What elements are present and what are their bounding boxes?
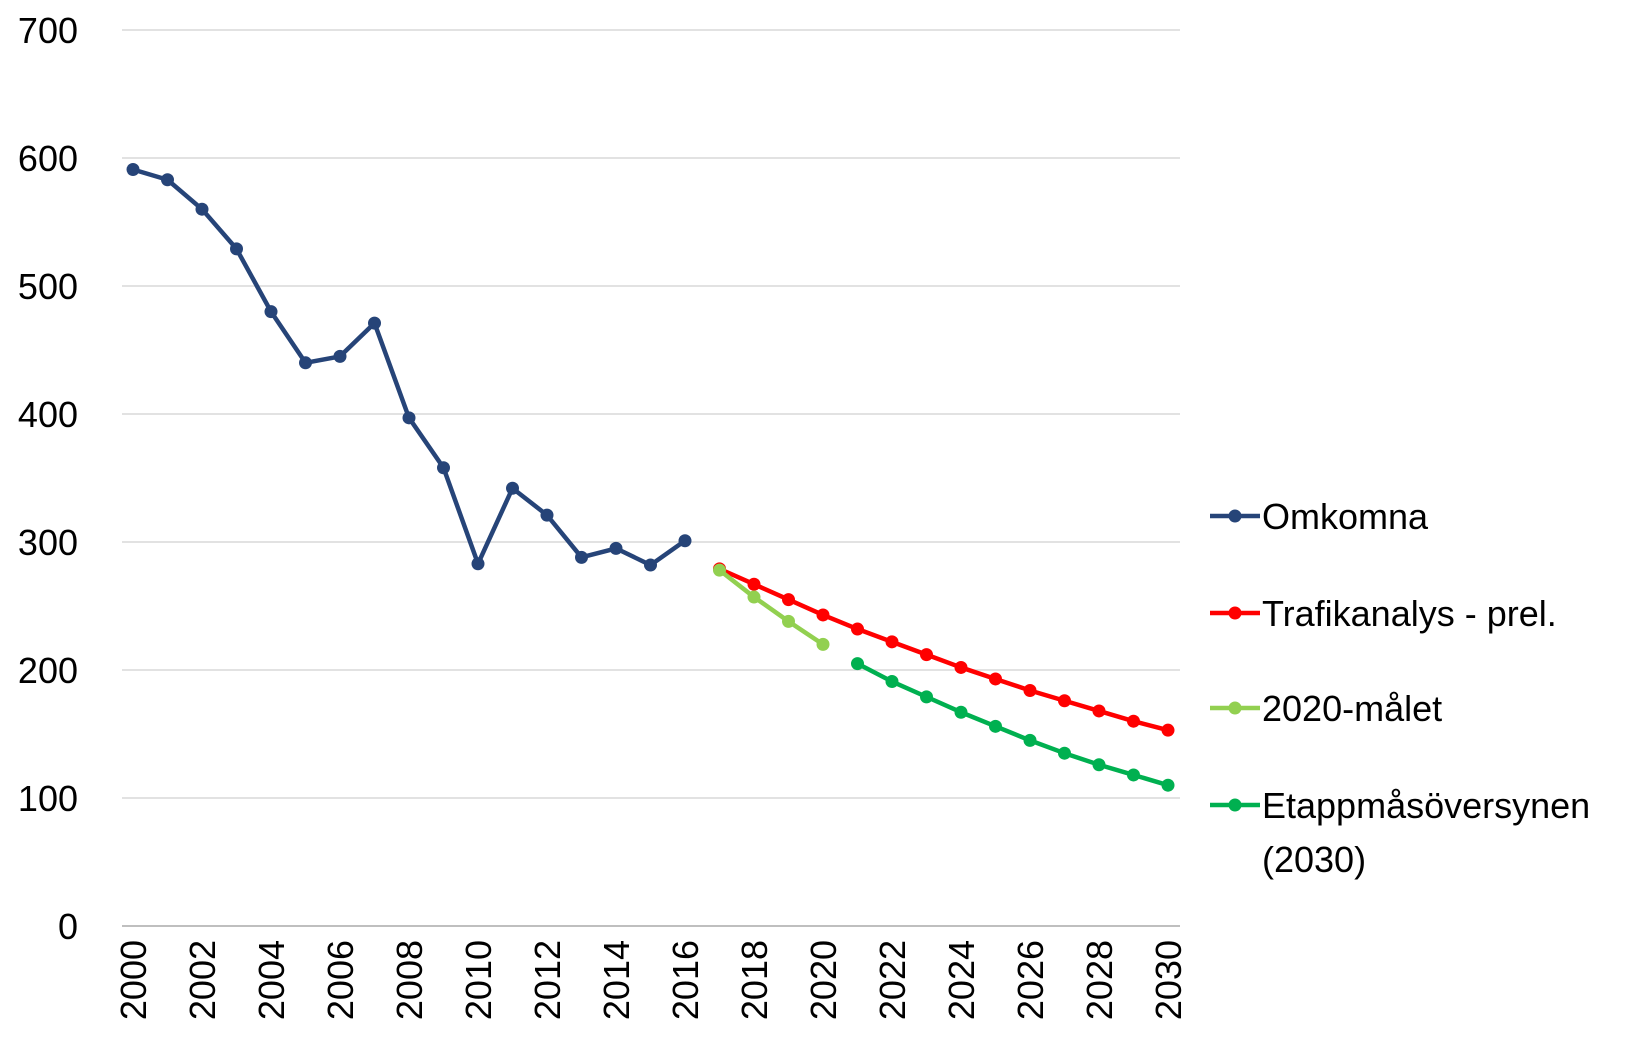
x-tick-label: 2020 xyxy=(803,940,844,1020)
data-point xyxy=(264,305,278,319)
series-line xyxy=(717,567,826,647)
y-tick-label: 300 xyxy=(18,522,78,563)
data-point xyxy=(506,481,519,495)
legend-swatch-marker xyxy=(1228,701,1242,715)
x-tick-label: 2028 xyxy=(1079,940,1120,1020)
data-point xyxy=(989,719,1002,733)
data-point xyxy=(540,508,554,522)
data-point xyxy=(471,557,485,571)
x-tick-label: 2004 xyxy=(251,940,292,1020)
y-tick-label: 700 xyxy=(18,10,78,51)
x-tick-label: 2018 xyxy=(734,940,775,1020)
series-line xyxy=(855,661,1171,788)
data-point xyxy=(782,593,795,607)
data-point xyxy=(402,411,416,425)
data-point xyxy=(1023,733,1037,747)
data-point xyxy=(747,590,761,604)
data-point xyxy=(126,163,140,177)
x-tick-label: 2024 xyxy=(941,940,982,1020)
data-point xyxy=(920,648,933,662)
legend-swatch-marker xyxy=(1228,606,1242,620)
data-point xyxy=(368,316,381,330)
data-point xyxy=(747,577,761,591)
x-tick-label: 2022 xyxy=(872,940,913,1020)
data-point xyxy=(1127,768,1140,782)
data-point xyxy=(1161,723,1175,737)
series-line xyxy=(130,167,688,568)
x-tick-label: 2010 xyxy=(458,940,499,1020)
data-point xyxy=(1058,746,1071,760)
y-axis-tick-labels: 0 100 200 300 400 500 600 700 xyxy=(18,10,78,947)
legend-label: Omkomna xyxy=(1262,496,1429,537)
data-point xyxy=(816,637,830,651)
data-point xyxy=(989,672,1002,686)
data-point xyxy=(885,675,899,689)
x-tick-label: 2008 xyxy=(389,940,430,1020)
legend-label: 2020-målet xyxy=(1262,688,1442,729)
legend: Omkomna Trafikanalys - prel. 2020-målet Eta… xyxy=(1210,496,1590,880)
data-point xyxy=(161,173,174,187)
data-point xyxy=(1023,683,1037,697)
y-tick-label: 100 xyxy=(18,778,78,819)
x-tick-label: 2026 xyxy=(1010,940,1051,1020)
x-tick-label: 2002 xyxy=(182,940,223,1020)
data-point xyxy=(575,550,588,564)
data-point xyxy=(954,660,968,674)
data-point xyxy=(1092,704,1106,718)
data-point xyxy=(885,635,899,649)
data-point xyxy=(644,558,657,572)
data-point xyxy=(851,657,864,671)
data-point xyxy=(954,705,968,719)
data-point xyxy=(920,690,933,704)
x-axis-tick-labels: 2000 2002 2004 2006 2008 2010 2012 2014 2016 2018… xyxy=(113,940,1189,1020)
y-tick-label: 600 xyxy=(18,138,78,179)
x-tick-label: 2014 xyxy=(596,940,637,1020)
y-tick-label: 400 xyxy=(18,394,78,435)
legend-label: Trafikanalys - prel. xyxy=(1262,593,1557,634)
gridlines xyxy=(122,29,1180,927)
data-point xyxy=(437,461,450,475)
data-point xyxy=(333,349,347,363)
x-tick-label: 2006 xyxy=(320,940,361,1020)
data-point xyxy=(230,242,243,256)
data-point xyxy=(1092,758,1106,772)
data-point xyxy=(851,622,864,636)
data-point xyxy=(195,202,209,216)
data-point xyxy=(609,541,623,555)
legend-swatch-marker xyxy=(1228,798,1242,812)
data-point xyxy=(782,614,795,628)
data-point xyxy=(299,356,312,370)
x-tick-label: 2030 xyxy=(1148,940,1189,1020)
y-tick-label: 500 xyxy=(18,266,78,307)
legend-label: Etappmåsöversynen xyxy=(1262,785,1590,826)
data-point xyxy=(1127,714,1140,728)
data-point xyxy=(1058,694,1071,708)
legend-label: (2030) xyxy=(1262,839,1366,880)
x-tick-label: 2016 xyxy=(665,940,706,1020)
y-tick-label: 200 xyxy=(18,650,78,691)
x-tick-label: 2012 xyxy=(527,940,568,1020)
y-tick-label: 0 xyxy=(58,906,78,947)
data-point xyxy=(816,608,830,622)
legend-swatch-marker xyxy=(1228,509,1242,523)
data-point xyxy=(1161,778,1175,792)
data-point xyxy=(713,563,726,577)
data-point xyxy=(678,534,692,548)
plot-series xyxy=(126,163,1175,792)
x-tick-label: 2000 xyxy=(113,940,154,1020)
